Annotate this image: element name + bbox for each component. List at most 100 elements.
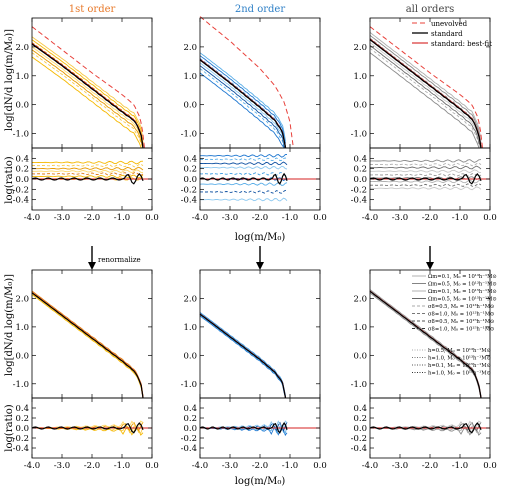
renorm-standard-curve bbox=[31, 292, 144, 398]
renorm-model-curve bbox=[31, 293, 144, 399]
top-ratio-xtick-label: 0.0 bbox=[145, 213, 159, 223]
renorm-ratio-standard bbox=[31, 422, 144, 434]
ratio-curve bbox=[31, 172, 144, 176]
top-ratio-xtick-label: -4.0 bbox=[362, 213, 378, 223]
model-curve bbox=[369, 47, 482, 149]
bottom-ratio-xtick-label: 0.0 bbox=[145, 461, 159, 471]
bottom-ratio-ytick-label: 0.2 bbox=[15, 414, 29, 424]
legend-bottom-entry: Ωm=0.1, M₀ = 10¹³h⁻¹M⊙ bbox=[428, 274, 497, 280]
bottom-ratio-xtick-label: -2.0 bbox=[84, 461, 100, 471]
ratio-curve bbox=[199, 153, 288, 158]
standard-curve bbox=[31, 43, 144, 148]
panel-bottom-main-3: -1.0 0.0 1.0 2.0 bbox=[351, 269, 491, 399]
bottom-ratio-ytick-label: 0.2 bbox=[183, 414, 197, 424]
bottom-main-ytick-label: 1.0 bbox=[183, 323, 197, 333]
top-ratio-xtick-label: -3.0 bbox=[54, 213, 70, 223]
top-main-ytick-label: 2.0 bbox=[15, 43, 29, 53]
ratio-standard-curve bbox=[369, 172, 482, 185]
model-curve bbox=[369, 34, 482, 144]
renorm-model-curve bbox=[199, 313, 286, 398]
bottom-main-ytick-label: 0.0 bbox=[353, 351, 367, 361]
top-ratio-ytick-label: -0.4 bbox=[351, 196, 367, 206]
bottom-main-ytick-label: 1.0 bbox=[15, 323, 29, 333]
renorm-model-curve bbox=[369, 292, 482, 399]
bottom-ratio-ytick-label: -0.4 bbox=[13, 444, 29, 454]
ratio-curve bbox=[370, 162, 482, 167]
legend-bottom-entry: σ8=0.5, M₀ = 10¹³h⁻¹M⊙ bbox=[428, 304, 494, 310]
bottom-main-ytick-label: 2.0 bbox=[353, 294, 367, 304]
top-ratio-xtick-label: 0.0 bbox=[483, 213, 497, 223]
legend-bottom-entry: h=1.0, M₀ = 10¹³h⁻¹M⊙ bbox=[428, 356, 491, 362]
top-ratio-xtick-label: -3.0 bbox=[392, 213, 408, 223]
legend-bottom-entry: h=0.5, M₀ = 10¹³h⁻¹M⊙ bbox=[428, 348, 491, 354]
top-ratio-ytick-label: 0.0 bbox=[183, 175, 197, 185]
renorm-bestfit-curve bbox=[31, 292, 144, 398]
renorm-model-curve bbox=[31, 292, 144, 398]
top-ratio-ytick-label: 0.2 bbox=[353, 165, 367, 175]
ratio-standard-curve bbox=[31, 172, 144, 185]
panel-frame bbox=[31, 269, 153, 399]
top-ratio-ytick-label: -0.2 bbox=[351, 185, 367, 195]
model-curve bbox=[31, 42, 144, 147]
model-curve bbox=[199, 68, 286, 149]
bottom-main-ytick-label: -1.0 bbox=[13, 380, 29, 390]
bottom-ratio-ytick-label: 0.4 bbox=[183, 404, 197, 414]
bottom-ratio-ytick-label: 0.0 bbox=[183, 424, 197, 434]
renorm-standard-curve bbox=[199, 313, 287, 398]
col-title-2: 2nd order bbox=[235, 4, 286, 15]
bottom-ratio-ytick-label: 0.4 bbox=[353, 404, 367, 414]
top-ratio-ytick-label: 0.0 bbox=[15, 175, 29, 185]
top-ratio-xtick-label: -4.0 bbox=[192, 213, 208, 223]
renorm-model-curve bbox=[199, 314, 286, 399]
bottom-ratio-xtick-label: -4.0 bbox=[24, 461, 40, 471]
bottom-ratio-xtick-label: 0.0 bbox=[483, 461, 497, 471]
top-ratio-ytick-label: 0.2 bbox=[183, 165, 197, 175]
renorm-model-curve bbox=[31, 294, 144, 399]
down-arrow-head-2 bbox=[256, 262, 264, 270]
panel-bottom-ratio-1: -4.0 -3.0 -2.0 -1.0 0.0-0.4-0.20.00.20.4 bbox=[13, 397, 159, 471]
top-ratio-ytick-label: 0.0 bbox=[353, 175, 367, 185]
top-ratio-ytick-label: -0.4 bbox=[13, 196, 29, 206]
col-title-3: all orders bbox=[406, 4, 455, 15]
top-main-ytick-label: 1.0 bbox=[183, 72, 197, 82]
bottom-ratio-ytick-label: 0.0 bbox=[353, 424, 367, 434]
renorm-model-curve bbox=[31, 290, 144, 396]
bottom-ratio-xtick-label: 0.0 bbox=[313, 461, 327, 471]
top-main-ytick-label: 2.0 bbox=[353, 43, 367, 53]
ratio-curve bbox=[370, 186, 482, 191]
ratio-curve bbox=[199, 157, 288, 162]
ratio-curve bbox=[370, 169, 482, 174]
ratio-curve bbox=[199, 182, 288, 186]
panel-top-main-3: -1.0 0.0 1.0 2.0 bbox=[351, 17, 491, 149]
top-main-ytick-label: -1.0 bbox=[351, 130, 367, 140]
legend-top-entry: standard: best-fit bbox=[431, 40, 492, 48]
top-ratio-xtick-label: -2.0 bbox=[252, 213, 268, 223]
model-curve bbox=[31, 52, 144, 149]
model-curve bbox=[31, 39, 144, 144]
bottom-ratio-xtick-label: -4.0 bbox=[192, 461, 208, 471]
panel-top-ratio-2: -4.0 -3.0 -2.0 -1.0 0.0-0.4-0.20.00.20.4 bbox=[181, 147, 327, 223]
bottom-ratio-ytick-label: -0.2 bbox=[181, 434, 197, 444]
standard-curve bbox=[199, 59, 287, 148]
panel-top-main-2: -1.0 0.0 1.0 2.0 bbox=[181, 16, 321, 149]
ratio-standard-curve bbox=[199, 172, 288, 185]
y-label-ratio-top: log(ratio) bbox=[4, 156, 15, 204]
renorm-model-curve bbox=[31, 291, 144, 397]
renorm-model-curve bbox=[369, 289, 482, 396]
model-curve bbox=[199, 72, 286, 149]
ratio-curve bbox=[199, 172, 288, 176]
panel-top-ratio-3: -4.0 -3.0 -2.0 -1.0 0.0-0.4-0.20.00.20.4 bbox=[351, 147, 497, 223]
renorm-bestfit-curve bbox=[199, 313, 287, 398]
model-curve bbox=[369, 37, 482, 147]
model-curve bbox=[369, 45, 482, 149]
bottom-main-ytick-label: -1.0 bbox=[351, 380, 367, 390]
bottom-ratio-xtick-label: -3.0 bbox=[392, 461, 408, 471]
y-label-main-top: log[dN/d log(m/M₀)] bbox=[4, 29, 15, 131]
bottom-main-ytick-label: 2.0 bbox=[183, 294, 197, 304]
ratio-curve bbox=[370, 159, 482, 163]
legend-bottom-entry: Ωm=0.5, M₀ = 10¹³h⁻¹M⊙ bbox=[428, 282, 497, 288]
renorm-model-curve bbox=[199, 315, 286, 399]
bottom-ratio-ytick-label: -0.2 bbox=[13, 434, 29, 444]
top-main-ytick-label: 0.0 bbox=[353, 101, 367, 111]
panel-bottom-ratio-2: -4.0 -3.0 -2.0 -1.0 0.0-0.4-0.20.00.20.4 bbox=[181, 397, 327, 471]
